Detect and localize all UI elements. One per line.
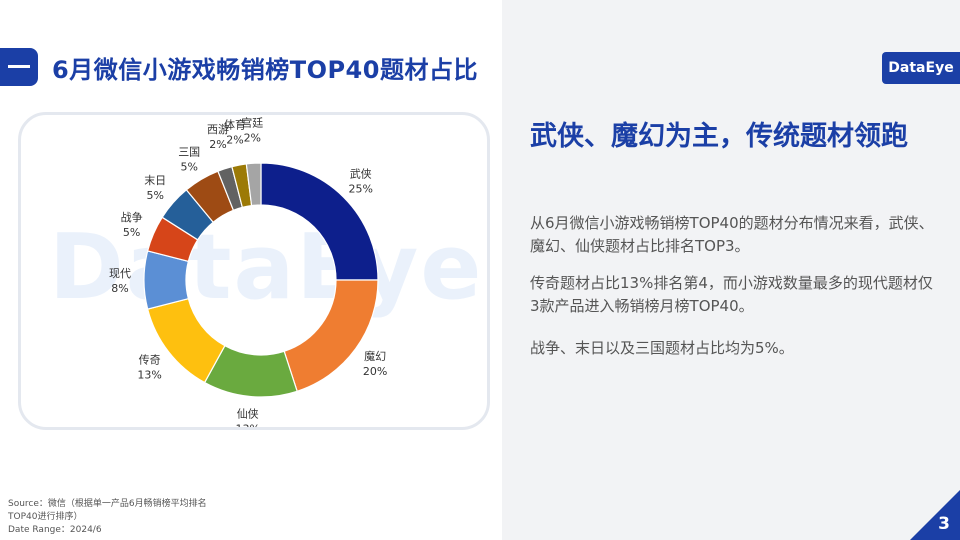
donut-slice-10	[245, 162, 262, 207]
chart-container: DataEye 武侠 25% 魔幻 20% 仙侠 13% 传奇 13% 现代 8% 战争 5% 末日 5%…	[18, 112, 490, 430]
right-panel: DataEye 武侠、魔幻为主，传统题材领跑 从6月微信小游戏畅销榜TOP40的…	[502, 0, 960, 540]
slice-label-0: 武侠	[350, 167, 372, 180]
slice-label-2: 仙侠	[237, 407, 259, 420]
slice-label-4: 现代	[109, 267, 131, 280]
brand-logo: DataEye	[882, 52, 960, 84]
slice-label-8: 西游	[207, 123, 229, 136]
paragraph-1: 从6月微信小游戏畅销榜TOP40的题材分布情况来看，武侠、魔幻、仙侠题材占比排名…	[530, 214, 934, 255]
slice-label-1: 魔幻	[364, 349, 386, 363]
slice-label-3: 传奇	[139, 353, 161, 366]
paragraph-2: 传奇题材占比13%排名第4，而小游戏数量最多的现代题材仅3款产品进入畅销榜月榜T…	[530, 274, 933, 315]
slice-label-9: 体育	[224, 118, 246, 132]
slice-value-3: 13%	[137, 368, 161, 381]
dash-icon	[8, 65, 30, 68]
slice-value-10: 2%	[244, 131, 261, 144]
slice-value-7: 5%	[180, 161, 197, 174]
title-accent-bar	[0, 48, 38, 86]
slice-label-7: 三国	[178, 146, 200, 159]
slice-value-8: 2%	[209, 138, 226, 151]
slice-label-5: 战争	[121, 210, 143, 224]
slice-value-0: 25%	[348, 182, 372, 195]
slice-value-9: 2%	[226, 134, 243, 147]
source-line-2: TOP40进行排序）	[8, 512, 83, 522]
slice-value-1: 20%	[363, 365, 387, 378]
page-title: 6月微信小游戏畅销榜TOP40题材占比	[52, 56, 478, 84]
left-panel: 6月微信小游戏畅销榜TOP40题材占比 DataEye 武侠 25% 魔幻 20% 仙侠…	[0, 48, 490, 537]
slice-label-10: 宫廷	[241, 115, 263, 129]
source-line-1: Source：微信（根据单一产品6月畅销榜平均排名	[8, 499, 207, 509]
date-range: Date Range：2024/6	[8, 525, 102, 535]
donut-chart: 武侠25%魔幻20%仙侠13%传奇13%现代8%战争5%末日5%三国5%西游2%…	[109, 115, 387, 430]
corner-triangle	[910, 490, 960, 540]
headline: 武侠、魔幻为主，传统题材领跑	[530, 121, 908, 152]
paragraph-3: 战争、末日以及三国题材占比均为5%。	[530, 339, 794, 357]
slice-value-4: 8%	[111, 282, 128, 295]
page-number: 3	[938, 514, 950, 534]
slice-value-2: 13%	[235, 422, 259, 430]
slice-value-6: 5%	[146, 189, 163, 202]
slice-label-6: 末日	[144, 173, 166, 187]
watermark: DataEye	[49, 215, 484, 320]
donut-slice-0	[260, 162, 379, 281]
slice-value-5: 5%	[123, 226, 140, 239]
source-note: Source：微信（根据单一产品6月畅销榜平均排名 TOP40进行排序） Dat…	[8, 498, 207, 537]
